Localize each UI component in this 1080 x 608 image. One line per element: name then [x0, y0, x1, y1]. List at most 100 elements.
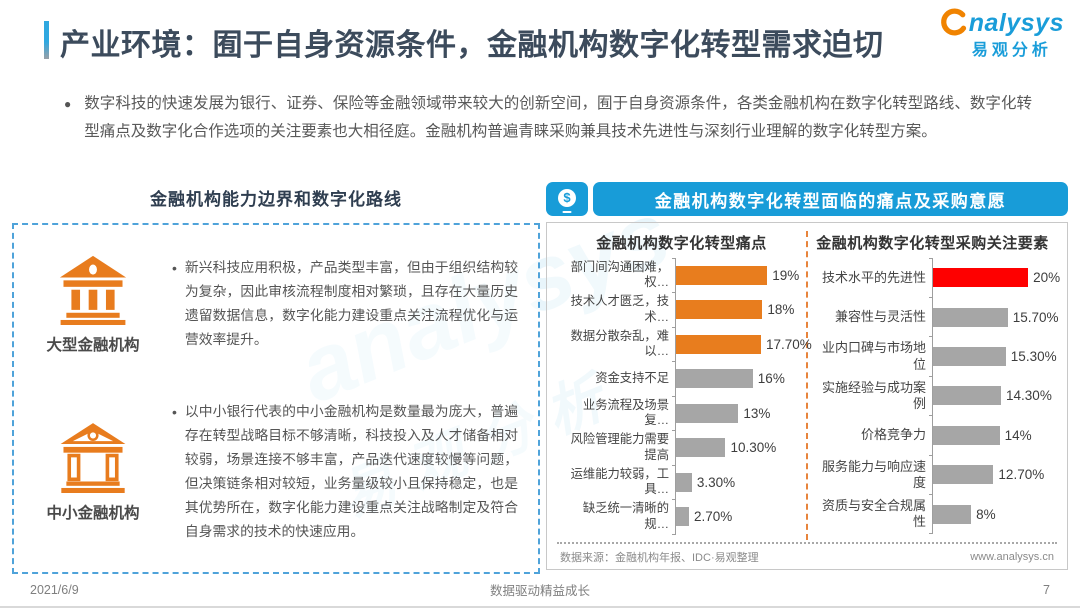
logo-text: nalysys: [968, 8, 1064, 37]
chart-value-label: 20%: [1033, 270, 1061, 286]
institution-row-large: 大型金融机构 • 新兴科技应用积极，产品类型丰富，但由于组织结构较为复杂，因此审…: [34, 253, 518, 355]
chart-bar-row: 技术人才匮乏，技术… 18%: [559, 292, 804, 327]
right-panel-box: 金融机构数字化转型痛点 部门间沟通困难，权… 19% 技术人才匮乏，技术… 18% 数据…: [546, 222, 1068, 570]
dollar-coin-icon: $: [558, 188, 576, 207]
chart-bar-zone: 14.30%: [929, 375, 1055, 416]
chart-bar-zone: 14%: [929, 415, 1055, 456]
chart-bar-zone: 15.70%: [929, 296, 1058, 337]
chart-bar-row: 缺乏统一清晰的规… 2.70%: [559, 499, 804, 534]
chart-bar-row: 业内口碑与市场地位 15.30%: [810, 336, 1057, 377]
chart-category-label: 缺乏统一清晰的规…: [582, 501, 669, 531]
painpoints-bar-chart: 金融机构数字化转型痛点 部门间沟通困难，权… 19% 技术人才匮乏，技术… 18% 数据…: [557, 231, 812, 540]
chart-bar: [676, 507, 689, 527]
chart-category-label: 风险管理能力需要提高: [570, 432, 669, 462]
chart-value-label: 17.70%: [765, 336, 812, 352]
chart-category-label: 价格竞争力: [860, 427, 926, 443]
institution-description: 以中小银行代表的中小金融机构是数量最为庞大，普遍存在转型战略目标不够清晰，科技投…: [184, 403, 518, 539]
chart-category-label: 部门间沟通困难，权…: [570, 259, 669, 290]
chart-value-label: 16%: [757, 371, 785, 387]
chart-bar-row: 价格竞争力 14%: [810, 415, 1055, 456]
chart-bar-zone: 15.30%: [929, 336, 1057, 377]
footer-date: 2021/6/9: [30, 582, 79, 597]
chart-bar: [933, 425, 1000, 445]
chart-category-label: 兼容性与灵活性: [834, 309, 926, 324]
chart-bar: [933, 347, 1006, 367]
analysys-logo: nalysys 易观分析: [938, 8, 1064, 60]
chart-rows: 技术水平的先进性 20% 兼容性与灵活性 15.70% 业内口碑与市场地位 15.30% 实…: [810, 257, 1060, 535]
institution-description: 新兴科技应用积极，产品类型丰富，但由于组织结构较为复杂，因此审核流程制度相对繁琐…: [184, 260, 518, 348]
slide-footer: 2021/6/9 数据驱动精益成长 7: [30, 580, 1050, 599]
chart-bar-zone: 18%: [672, 292, 804, 327]
capability-panel: 金融机构能力边界和数字化路线: [12, 182, 540, 574]
chart-title: 金融机构数字化转型采购关注要素: [816, 235, 1049, 252]
institution-label: 大型金融机构: [46, 337, 140, 355]
data-source-note: 数据来源：金融机构年报、IDC·易观整理: [560, 551, 759, 564]
chart-bar: [676, 300, 763, 320]
chart-bar-zone: 13%: [672, 395, 804, 431]
chart-category-label: 技术人才匮乏，技术…: [570, 294, 669, 324]
chart-bar: [933, 268, 1029, 288]
chart-value-label: 8%: [976, 506, 996, 522]
footer-slogan: 数据驱动精益成长: [489, 584, 590, 598]
page-title: 产业环境：囿于自身资源条件，金融机构数字化转型需求迫切: [60, 29, 884, 62]
chart-bar-row: 部门间沟通困难，权… 19%: [559, 257, 804, 293]
list-bullet-icon: •: [172, 403, 177, 420]
chart-bar-zone: 17.70%: [672, 326, 812, 362]
chart-value-label: 15.70%: [1012, 309, 1059, 325]
chart-bar: [676, 472, 692, 492]
chart-bar-zone: 19%: [672, 257, 804, 293]
chart-value-label: 14.30%: [1006, 388, 1052, 404]
list-bullet-icon: •: [172, 260, 177, 277]
chart-bar: [933, 465, 994, 485]
chart-value-label: 19%: [772, 267, 800, 283]
bank-building-icon: [59, 256, 127, 326]
chart-bar-zone: 16%: [672, 361, 804, 396]
chart-source-row: 数据来源：金融机构年报、IDC·易观整理 www.analysys.cn: [557, 542, 1057, 569]
chart-bar: [676, 334, 761, 354]
chart-bar: [933, 307, 1008, 327]
chart-bar-zone: 8%: [929, 494, 1055, 535]
logo-subtext: 易观分析: [971, 42, 1052, 59]
institution-row-small: 中小金融机构 • 以中小银行代表的中小金融机构是数量最为庞大，普遍存在转型战略目…: [34, 400, 518, 544]
chart-bar: [676, 265, 768, 285]
chart-value-label: 14%: [1004, 427, 1032, 443]
chart-bar-row: 业务流程及场景复… 13%: [559, 395, 804, 431]
institution-label: 中小金融机构: [46, 504, 140, 522]
chart-bar-zone: 12.70%: [929, 454, 1055, 495]
purchase-factors-bar-chart: 金融机构数字化转型采购关注要素 技术水平的先进性 20% 兼容性与灵活性 15.70%…: [806, 231, 1060, 540]
chart-value-label: 3.30%: [696, 474, 736, 490]
chart-value-label: 13%: [743, 405, 771, 421]
chart-bar-zone: 2.70%: [672, 499, 804, 534]
content-area: 金融机构能力边界和数字化路线: [12, 182, 1068, 574]
chart-bar-row: 运维能力较弱，工具… 3.30%: [559, 464, 804, 500]
chart-category-label: 服务能力与响应速度: [821, 458, 926, 490]
chart-bar-row: 兼容性与灵活性 15.70%: [810, 296, 1058, 337]
bank-outline-icon: [60, 422, 126, 493]
chart-value-label: 18%: [767, 302, 795, 318]
phone-button-dash: [562, 210, 572, 213]
chart-category-label: 资质与安全合规属性: [821, 497, 926, 530]
intro-paragraph: 数字科技的快速发展为银行、证券、保险等金融领域带来较大的创新空间，囿于自身资源条…: [84, 95, 1032, 141]
title-accent-bar: [44, 21, 49, 59]
charts-container: 金融机构数字化转型痛点 部门间沟通困难，权… 19% 技术人才匮乏，技术… 18% 数据…: [557, 231, 1060, 540]
mobile-payment-icon: $: [546, 182, 588, 216]
page-number: 7: [1043, 582, 1050, 597]
chart-bar-zone: 10.30%: [672, 430, 804, 465]
chart-bar-row: 服务能力与响应速度 12.70%: [810, 454, 1055, 495]
logo-swirl-icon: [940, 8, 966, 36]
chart-category-label: 数据分散杂乱，难以…: [570, 328, 669, 359]
chart-value-label: 10.30%: [730, 440, 777, 456]
right-panel-header-title: 金融机构数字化转型面临的痛点及采购意愿: [593, 182, 1068, 216]
chart-value-label: 12.70%: [998, 467, 1045, 483]
chart-bar: [933, 386, 1002, 406]
chart-bar-row: 实施经验与成功案例 14.30%: [810, 375, 1055, 416]
chart-category-label: 业内口碑与市场地位: [821, 340, 926, 372]
chart-value-label: 2.70%: [693, 509, 733, 525]
chart-bar-row: 数据分散杂乱，难以… 17.70%: [559, 326, 812, 362]
chart-bar-row: 资质与安全合规属性 8%: [810, 494, 1055, 535]
chart-bar: [676, 369, 753, 389]
chart-bar-row: 风险管理能力需要提高 10.30%: [559, 430, 804, 465]
chart-rows: 部门间沟通困难，权… 19% 技术人才匮乏，技术… 18% 数据分散杂乱，难以… 17.7…: [559, 257, 812, 534]
painpoint-panel: $ 金融机构数字化转型面临的痛点及采购意愿 金融机构数字化转型痛点 部门间沟通困…: [546, 182, 1068, 574]
